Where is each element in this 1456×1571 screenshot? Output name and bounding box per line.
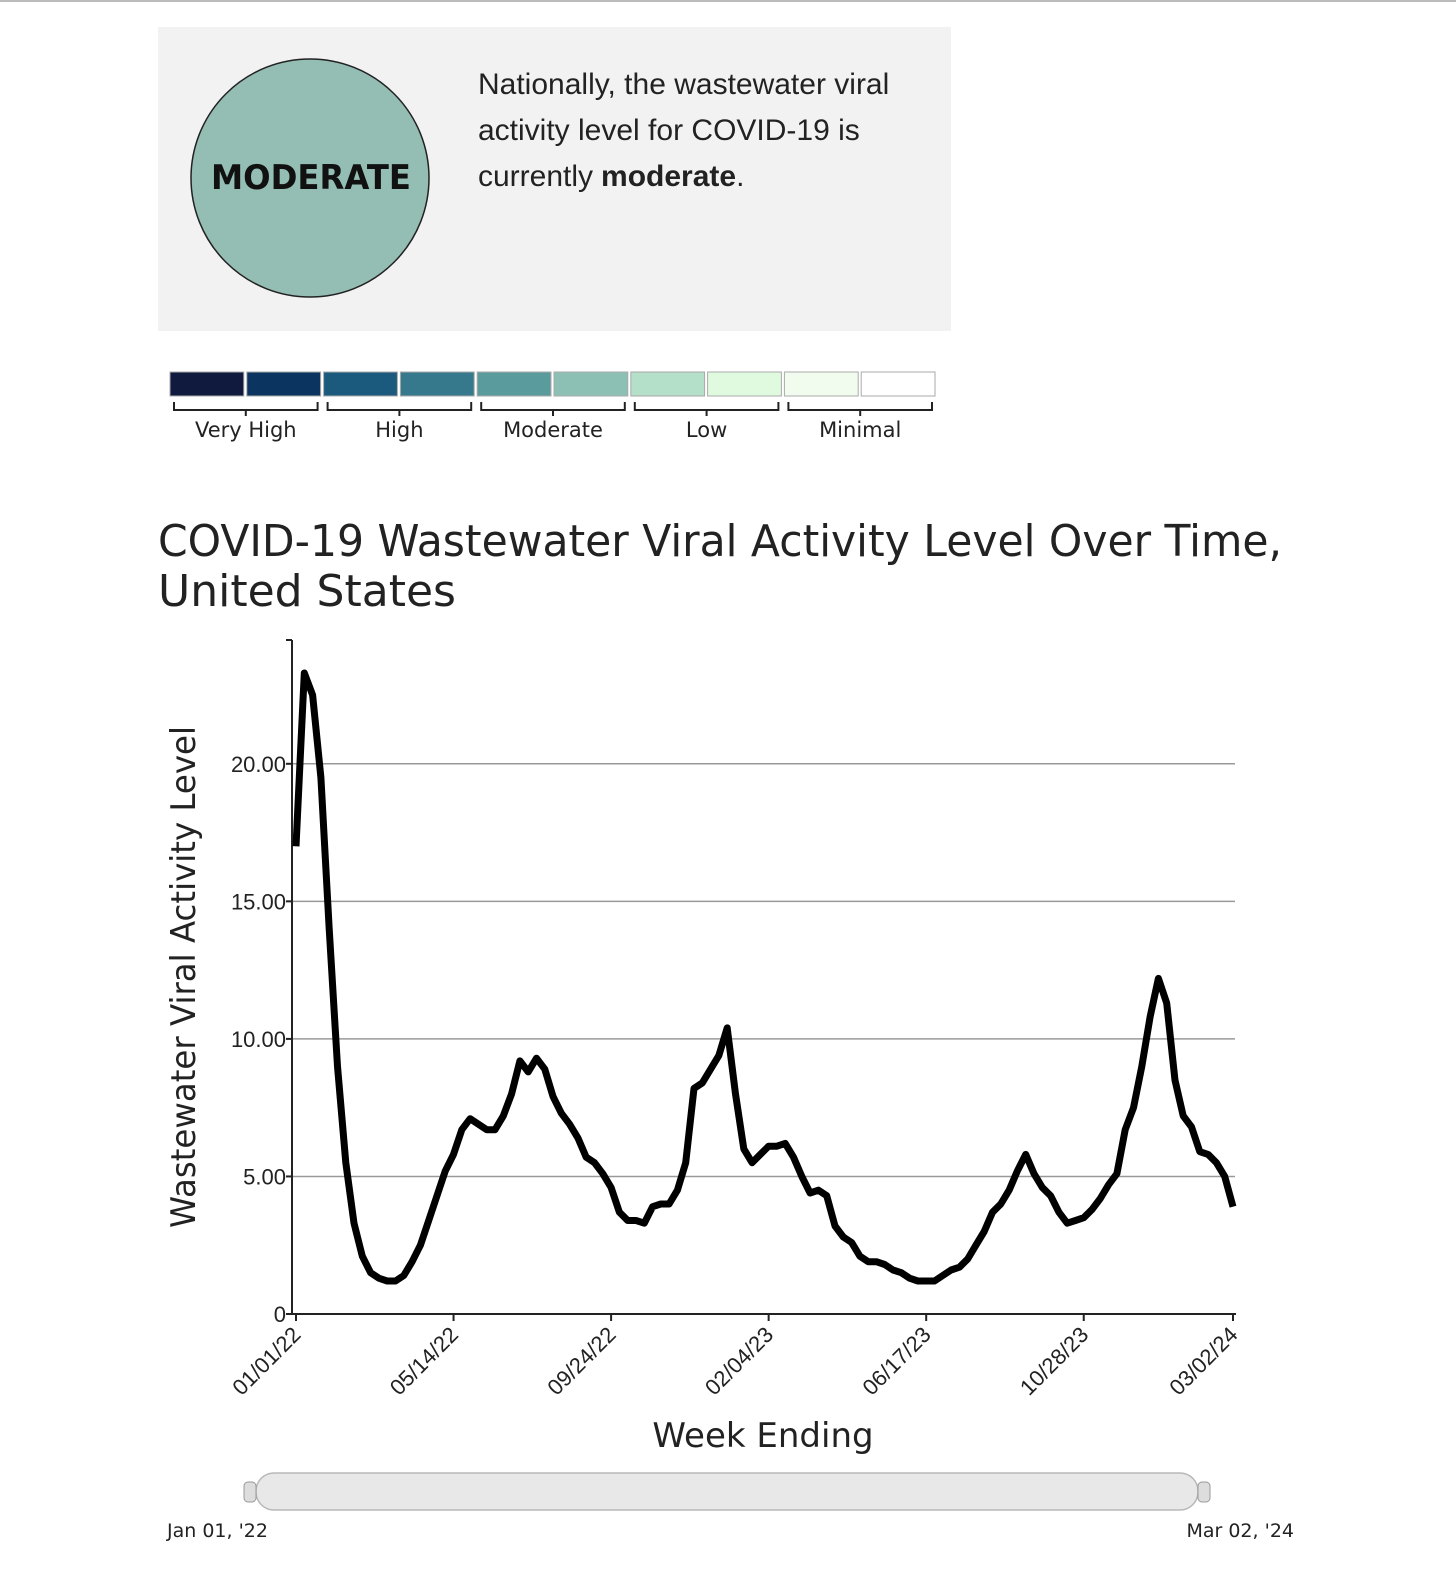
x-tick-label: 10/28/23 — [1015, 1322, 1093, 1400]
scale-swatch — [553, 371, 629, 397]
scale-bracket — [633, 402, 780, 416]
scale-label: Very High — [195, 418, 297, 442]
x-tick-label: 06/17/23 — [857, 1322, 935, 1400]
slider-end-label: Mar 02, '24 — [1186, 1520, 1294, 1542]
scale-swatch — [323, 371, 398, 397]
x-axis-title: Week Ending — [652, 1416, 873, 1456]
summary-end: . — [736, 160, 744, 193]
scale-swatch — [630, 371, 706, 397]
scale-swatch — [399, 371, 475, 397]
level-scale: Very High High Moderate Low Minimal — [169, 371, 936, 442]
summary-line: activity level for COVID-19 is — [478, 114, 860, 147]
x-tick-label: 03/02/24 — [1164, 1322, 1242, 1400]
range-slider[interactable] — [255, 1472, 1199, 1511]
data-line — [292, 669, 1237, 1285]
scale-label: Moderate — [503, 418, 603, 442]
scale-label: Minimal — [819, 418, 901, 442]
y-tick-label: 0 — [274, 1302, 286, 1327]
badge-label: MODERATE — [211, 158, 411, 198]
summary-line: Nationally, the wastewater viral — [478, 68, 889, 101]
y-axis-title: Wastewater Viral Activity Level — [164, 726, 204, 1228]
y-tick-label: 20.00 — [231, 752, 286, 777]
scale-bracket — [787, 402, 933, 416]
summary-line: currently — [478, 160, 593, 193]
slider-handle-left[interactable] — [243, 1481, 257, 1503]
summary-line: currently moderate. — [478, 160, 744, 193]
chart: COVID-19 Wastewater Viral Activity Level… — [158, 516, 1282, 1456]
scale-label: Low — [686, 418, 727, 442]
summary-emphasis: moderate — [601, 160, 736, 193]
scale-swatch — [783, 371, 859, 397]
level-badge — [190, 58, 430, 298]
x-tick-label: 09/24/22 — [542, 1322, 620, 1400]
slider-handle-right[interactable] — [1197, 1481, 1211, 1503]
chart-title: United States — [158, 566, 456, 617]
chart-title: COVID-19 Wastewater Viral Activity Level… — [158, 516, 1282, 567]
scale-bracket — [173, 402, 319, 416]
y-tick-label: 15.00 — [231, 889, 286, 914]
y-tick-label: 10.00 — [231, 1027, 286, 1052]
scale-swatch — [860, 371, 936, 397]
y-tick-label: 5.00 — [243, 1164, 286, 1189]
x-tick-label: 05/14/22 — [385, 1322, 463, 1400]
scale-bracket — [480, 402, 626, 416]
x-tick-label: 01/01/22 — [227, 1322, 305, 1400]
scale-swatch — [169, 371, 245, 397]
slider-start-label: Jan 01, '22 — [166, 1520, 268, 1542]
scale-swatch — [476, 371, 552, 397]
x-tick-label: 02/04/23 — [700, 1322, 778, 1400]
scale-label: High — [375, 418, 423, 442]
scale-swatch — [246, 371, 322, 397]
scale-swatch — [707, 371, 782, 397]
scale-bracket — [326, 402, 473, 416]
